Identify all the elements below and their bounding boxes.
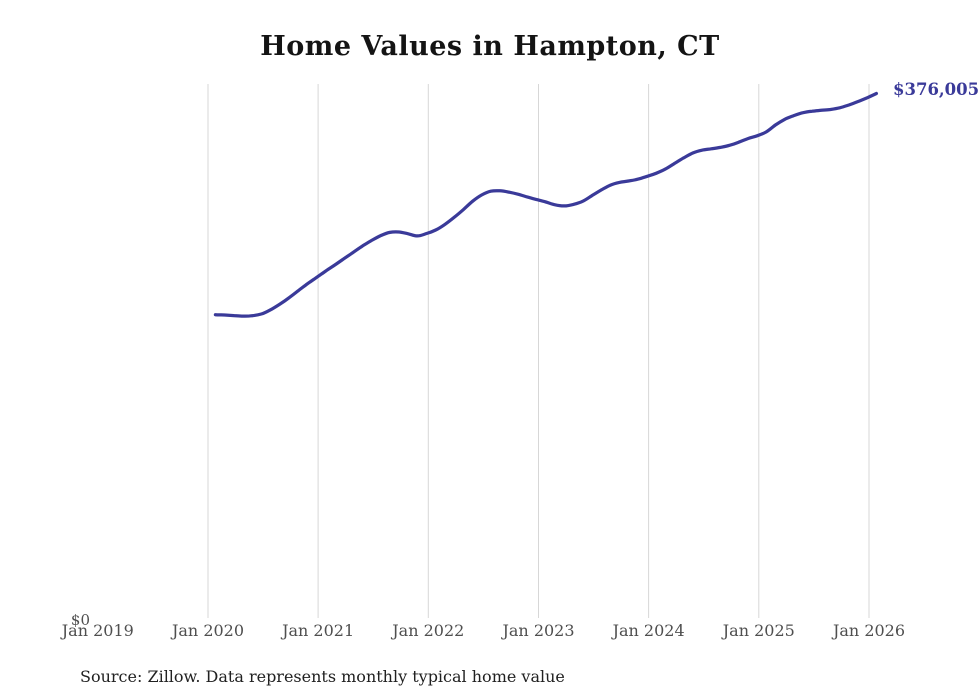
latest-value-label: $376,005 xyxy=(893,80,980,99)
home-value-line xyxy=(213,91,879,318)
chart-title: Home Values in Hampton, CT xyxy=(260,31,720,62)
y-axis-zero-label: $0 xyxy=(70,611,90,629)
source-note: Source: Zillow. Data represents monthly … xyxy=(80,667,565,686)
